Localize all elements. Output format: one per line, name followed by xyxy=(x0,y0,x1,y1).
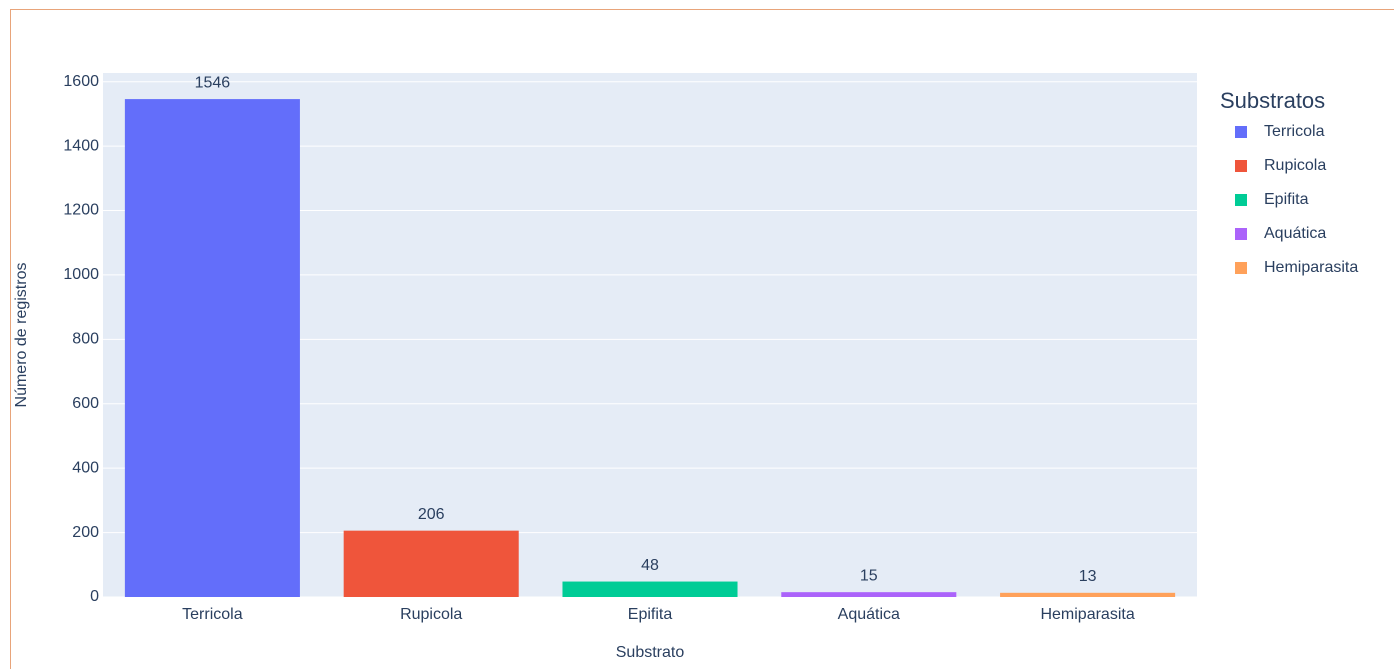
data-label: 48 xyxy=(641,557,659,574)
x-tick-label: Aquática xyxy=(838,606,900,623)
x-tick-label: Hemiparasita xyxy=(1040,606,1134,623)
y-tick-label: 200 xyxy=(72,524,99,541)
legend-label: Aquática xyxy=(1264,225,1326,242)
legend-swatch xyxy=(1235,262,1247,274)
bar xyxy=(562,581,738,597)
legend-title: Substratos xyxy=(1220,88,1325,113)
legend-label: Epifita xyxy=(1264,191,1309,208)
y-axis-title: Número de registros xyxy=(13,263,30,408)
y-tick-label: 800 xyxy=(72,331,99,348)
bar xyxy=(781,592,957,597)
y-tick-label: 0 xyxy=(90,588,99,605)
bar xyxy=(1000,592,1176,597)
legend-swatch xyxy=(1235,228,1247,240)
frame xyxy=(10,9,1394,669)
bar xyxy=(124,99,300,597)
y-tick-label: 400 xyxy=(72,459,99,476)
y-tick-label: 1400 xyxy=(63,137,99,154)
y-tick-label: 1000 xyxy=(63,266,99,283)
x-tick-label: Rupicola xyxy=(400,606,462,623)
bar xyxy=(343,530,519,597)
y-tick-label: 600 xyxy=(72,395,99,412)
data-label: 15 xyxy=(860,567,878,584)
data-label: 13 xyxy=(1079,568,1097,585)
legend-label: Rupicola xyxy=(1264,157,1326,174)
data-label: 1546 xyxy=(195,74,231,91)
legend-swatch xyxy=(1235,194,1247,206)
x-tick-label: Terricola xyxy=(182,606,243,623)
legend-label: Hemiparasita xyxy=(1264,259,1358,276)
legend-label: Terricola xyxy=(1264,123,1325,140)
x-tick-label: Epifita xyxy=(628,606,673,623)
x-axis-title: Substrato xyxy=(616,644,685,661)
data-label: 206 xyxy=(418,506,445,523)
legend-swatch xyxy=(1235,126,1247,138)
y-tick-label: 1600 xyxy=(63,73,99,90)
y-tick-label: 1200 xyxy=(63,202,99,219)
legend-swatch xyxy=(1235,160,1247,172)
